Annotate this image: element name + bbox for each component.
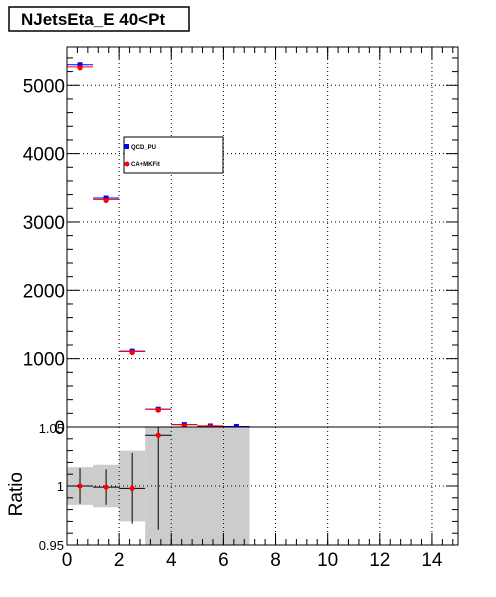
- legend-box: [123, 136, 224, 174]
- ratio-y-axis-label: Ratio: [6, 472, 27, 516]
- main-y-tick-label: 1000: [23, 350, 65, 371]
- ratio-marker: [155, 432, 161, 438]
- main-marker-ca-mkfit: [103, 197, 109, 204]
- main-y-tick-label: 5000: [23, 76, 65, 97]
- legend-marker-qcd-pu: [124, 144, 129, 149]
- main-markers: [67, 62, 250, 430]
- main-y-tick-label-zero: 0: [54, 418, 65, 439]
- legend: QCD_PU CA+MKFit: [123, 136, 224, 174]
- x-tick-label: 12: [369, 550, 390, 571]
- ratio-y-tick-label: 1: [57, 479, 64, 494]
- x-tick-label: 8: [270, 550, 281, 571]
- title-box: NJetsEta_E 40<Pt: [8, 6, 190, 32]
- main-marker-ca-mkfit: [155, 407, 161, 413]
- main-grid: [67, 47, 458, 427]
- main-marker-ca-mkfit: [129, 349, 135, 356]
- ratio-marker: [103, 484, 109, 490]
- main-frame: [66, 46, 459, 428]
- ratio-marker: [77, 483, 83, 489]
- legend-entry-label: CA+MKFit: [131, 162, 160, 168]
- main-panel: 1000 2000 3000 4000 5000 0 QCD_PU CA+MKFit: [23, 46, 459, 439]
- legend-entry-label: QCD_PU: [131, 145, 156, 151]
- main-marker-qcd-pu: [77, 62, 83, 68]
- x-tick-label: 10: [317, 550, 338, 571]
- legend-marker-ca-mkfit: [124, 161, 130, 167]
- x-tick-label: 6: [218, 550, 229, 571]
- x-tick-label: 2: [114, 550, 125, 571]
- main-y-tick-label: 4000: [23, 145, 65, 166]
- ratio-y-tick-label: 1.05: [39, 421, 64, 436]
- ratio-band-segment: [145, 427, 250, 545]
- x-tick-label: 4: [166, 550, 177, 571]
- x-tick-label: 14: [421, 550, 443, 571]
- main-y-tick-label: 2000: [23, 281, 65, 302]
- main-marker-ca-mkfit: [77, 65, 83, 71]
- ratio-y-tick-label: 0.95: [39, 538, 64, 553]
- main-y-tick-label: 3000: [23, 213, 65, 234]
- main-y-ticks: 1000 2000 3000 4000 5000 0: [23, 57, 458, 439]
- ratio-marker: [129, 485, 135, 491]
- chart-title: NJetsEta_E 40<Pt: [21, 10, 165, 29]
- main-marker-qcd-pu: [233, 423, 239, 429]
- x-tick-label: 0: [62, 550, 73, 571]
